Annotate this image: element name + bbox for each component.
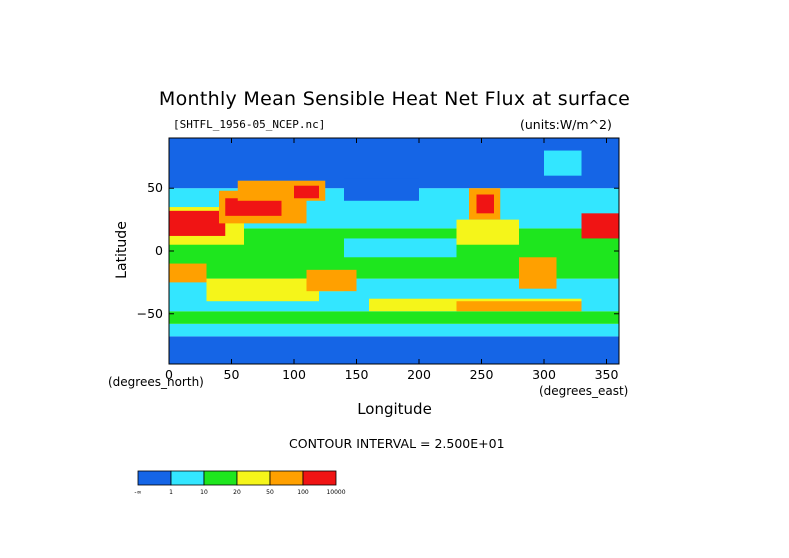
field-region — [456, 301, 582, 312]
field-region — [306, 269, 357, 292]
field-region — [476, 194, 494, 214]
x-unit-north-label: (degrees_north) — [108, 375, 204, 389]
x-unit-east-label: (degrees_east) — [539, 384, 629, 398]
field-region — [206, 278, 319, 302]
x-tick-label: 50 — [224, 367, 240, 382]
colorbar-swatch — [269, 470, 304, 486]
colorbar: -∞ 1 10 20 50 100 10000 — [134, 470, 346, 496]
colorbar-swatch — [236, 470, 271, 486]
field-region — [169, 263, 207, 283]
field-region — [294, 185, 319, 199]
colorbar-swatch — [302, 470, 337, 486]
x-axis-label-wrap: Longitude — [0, 400, 789, 418]
x-axis-label: Longitude — [357, 400, 432, 418]
x-tick-label: 250 — [470, 367, 494, 382]
y-tick-label: 50 — [147, 180, 163, 195]
field-region — [169, 323, 619, 337]
colorbar-label: 1 — [169, 489, 173, 496]
y-axis-label: Latitude — [114, 221, 130, 279]
field-region — [225, 198, 282, 216]
colorbar-label: 100 — [297, 489, 309, 496]
contour-interval-label: CONTOUR INTERVAL = 2.500E+01 — [289, 436, 505, 451]
y-tick-label: −50 — [137, 306, 163, 321]
x-tick-label: 350 — [595, 367, 619, 382]
colorbar-label: 50 — [266, 489, 274, 496]
colorbar-swatch — [137, 470, 172, 486]
colorbar-label: 10 — [200, 489, 208, 496]
field-region — [344, 238, 457, 258]
x-axis-ticks: 0 50 100 150 200 250 300 350 — [165, 138, 618, 382]
y-axis-ticks: −50 0 50 — [137, 180, 619, 321]
field-region — [544, 150, 582, 176]
heatmap-field — [169, 138, 619, 364]
field-region — [456, 219, 519, 245]
colorbar-swatch — [170, 470, 205, 486]
colorbar-label: 10000 — [326, 489, 345, 496]
x-tick-label: 0 — [165, 367, 173, 382]
colorbar-label: -∞ — [134, 489, 141, 496]
field-region — [169, 336, 619, 364]
field-region — [519, 257, 557, 289]
field-region — [344, 178, 419, 201]
field-region — [169, 210, 226, 236]
file-label: [SHTFL_1956-05_NCEP.nc] — [173, 118, 326, 131]
x-tick-label: 100 — [282, 367, 306, 382]
colorbar-swatch — [203, 470, 238, 486]
units-label: (units:W/m^2) — [520, 117, 612, 132]
x-tick-label: 150 — [345, 367, 369, 382]
y-tick-label: 0 — [155, 243, 163, 258]
field-region — [581, 213, 619, 239]
field-region — [169, 311, 619, 324]
colorbar-label: 20 — [233, 489, 241, 496]
x-tick-label: 200 — [407, 367, 431, 382]
x-tick-label: 300 — [532, 367, 556, 382]
chart-title: Monthly Mean Sensible Heat Net Flux at s… — [158, 88, 631, 110]
